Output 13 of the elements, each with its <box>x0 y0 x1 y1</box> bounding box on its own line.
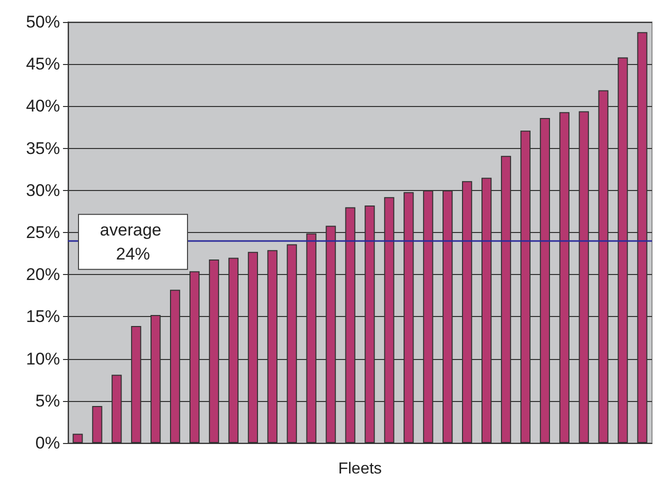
y-tick-label: 40% <box>26 96 60 116</box>
y-tick-label: 0% <box>35 434 60 452</box>
ref-line-label: average 24% <box>100 220 166 264</box>
y-tick-label: 20% <box>26 265 60 284</box>
y-tick-label: 50% <box>26 12 60 32</box>
x-axis-title: Fleets <box>338 460 382 478</box>
y-tick-label: 45% <box>26 54 60 74</box>
y-tick-label: 35% <box>26 138 60 158</box>
y-tick-label: 15% <box>26 307 60 326</box>
y-tick-label: 10% <box>26 349 60 368</box>
y-tick-label: 5% <box>35 391 60 410</box>
y-tick-label: 30% <box>26 180 60 200</box>
y-tick-label: 25% <box>26 223 60 242</box>
